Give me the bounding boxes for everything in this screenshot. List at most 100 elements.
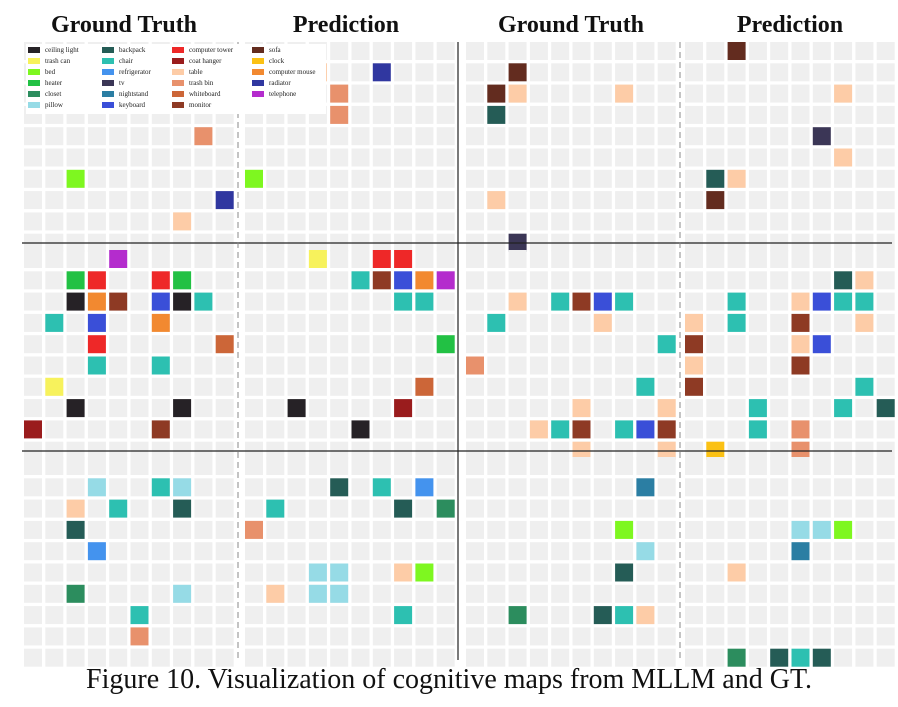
empty-cell (812, 250, 831, 268)
empty-cell (351, 457, 370, 475)
object-cell (834, 292, 853, 311)
empty-cell (876, 563, 895, 582)
empty-cell (436, 627, 455, 646)
object-cell (615, 292, 634, 311)
empty-cell (876, 520, 895, 539)
empty-cell (436, 42, 455, 60)
empty-cell (727, 271, 746, 290)
empty-cell (551, 584, 570, 603)
empty-cell (551, 627, 570, 646)
object-cell (436, 499, 455, 518)
empty-cell (194, 191, 213, 210)
empty-cell (466, 84, 484, 103)
empty-cell (466, 127, 484, 146)
empty-cell (855, 563, 874, 582)
empty-cell (194, 457, 213, 475)
empty-cell (855, 42, 874, 60)
empty-cell (24, 563, 42, 582)
empty-cell (24, 648, 42, 667)
empty-cell (415, 148, 434, 167)
empty-cell (876, 606, 895, 625)
empty-cell (657, 478, 676, 497)
empty-cell (173, 250, 192, 268)
empty-cell (245, 292, 263, 311)
empty-cell (24, 356, 42, 375)
object-cell (727, 169, 746, 188)
empty-cell (529, 84, 548, 103)
object-cell (615, 420, 634, 439)
legend-item: table (172, 68, 203, 76)
empty-cell (593, 84, 612, 103)
empty-cell (529, 478, 548, 497)
empty-cell (748, 606, 767, 625)
legend-item: heater (28, 79, 62, 87)
empty-cell (66, 148, 85, 167)
empty-cell (508, 499, 527, 518)
empty-cell (109, 335, 128, 354)
empty-cell (466, 250, 484, 268)
empty-cell (855, 105, 874, 124)
empty-cell (770, 63, 789, 82)
empty-cell (151, 377, 170, 396)
empty-cell (834, 584, 853, 603)
empty-cell (770, 127, 789, 146)
empty-cell (706, 563, 725, 582)
empty-cell (245, 271, 263, 290)
empty-cell (791, 84, 810, 103)
empty-cell (572, 356, 591, 375)
legend-label: ceiling light (45, 46, 79, 54)
empty-cell (770, 520, 789, 539)
empty-cell (876, 127, 895, 146)
empty-cell (748, 457, 767, 475)
object-cell (727, 313, 746, 332)
object-cell (194, 292, 213, 311)
empty-cell (615, 271, 634, 290)
object-cell (685, 377, 703, 396)
empty-cell (287, 313, 306, 332)
empty-cell (748, 212, 767, 231)
empty-cell (330, 191, 349, 210)
empty-cell (748, 499, 767, 518)
legend-item: computer mouse (252, 68, 315, 76)
empty-cell (529, 250, 548, 268)
empty-cell (330, 520, 349, 539)
empty-cell (657, 627, 676, 646)
empty-cell (87, 457, 106, 475)
empty-cell (351, 292, 370, 311)
empty-cell (45, 584, 64, 603)
empty-cell (330, 499, 349, 518)
empty-cell (87, 399, 106, 418)
empty-cell (66, 627, 85, 646)
empty-cell (215, 584, 234, 603)
empty-cell (551, 271, 570, 290)
empty-cell (173, 313, 192, 332)
empty-cell (287, 420, 306, 439)
empty-cell (812, 542, 831, 561)
empty-cell (266, 420, 285, 439)
empty-cell (394, 457, 413, 475)
empty-cell (245, 399, 263, 418)
empty-cell (572, 335, 591, 354)
empty-cell (130, 584, 149, 603)
empty-cell (151, 127, 170, 146)
empty-cell (508, 250, 527, 268)
empty-cell (130, 542, 149, 561)
object-cell (372, 271, 391, 290)
empty-cell (727, 377, 746, 396)
legend-swatch (252, 47, 264, 53)
empty-cell (87, 499, 106, 518)
empty-cell (45, 169, 64, 188)
empty-cell (791, 212, 810, 231)
empty-cell (572, 584, 591, 603)
empty-cell (748, 335, 767, 354)
empty-cell (834, 542, 853, 561)
empty-cell (508, 457, 527, 475)
empty-cell (834, 212, 853, 231)
empty-cell (394, 420, 413, 439)
empty-cell (834, 563, 853, 582)
object-cell (415, 563, 434, 582)
empty-cell (394, 584, 413, 603)
empty-cell (151, 563, 170, 582)
empty-cell (436, 292, 455, 311)
empty-cell (109, 563, 128, 582)
